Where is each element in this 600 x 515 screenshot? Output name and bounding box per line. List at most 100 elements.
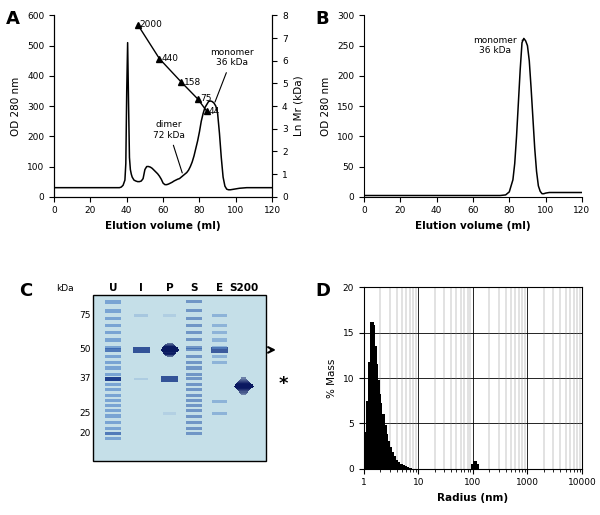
Text: 2000: 2000: [140, 20, 163, 29]
Y-axis label: % Mass: % Mass: [327, 358, 337, 398]
Bar: [105, 437, 121, 440]
X-axis label: Elution volume (ml): Elution volume (ml): [105, 221, 221, 231]
Text: 440: 440: [161, 54, 179, 63]
Bar: [407, 468, 412, 469]
Y-axis label: OD 280 nm: OD 280 nm: [321, 76, 331, 136]
Y-axis label: Ln Mr (kDa): Ln Mr (kDa): [293, 76, 303, 136]
Bar: [105, 310, 121, 313]
Text: S200: S200: [229, 283, 259, 293]
Bar: [166, 344, 174, 346]
Text: 158: 158: [184, 78, 201, 87]
Bar: [212, 314, 227, 317]
Bar: [164, 353, 175, 355]
Bar: [396, 462, 400, 469]
Bar: [212, 355, 227, 358]
Bar: [212, 338, 227, 341]
Bar: [105, 373, 121, 376]
Bar: [376, 380, 380, 469]
Bar: [373, 346, 377, 469]
Bar: [161, 349, 179, 350]
Text: 75: 75: [200, 94, 211, 104]
Bar: [133, 347, 149, 353]
Bar: [186, 367, 202, 370]
Bar: [186, 409, 202, 412]
Bar: [473, 461, 477, 469]
Bar: [186, 393, 202, 397]
Bar: [105, 355, 121, 358]
Bar: [161, 376, 178, 382]
Bar: [105, 432, 121, 435]
Bar: [105, 415, 121, 418]
Text: 37: 37: [80, 374, 91, 383]
Bar: [235, 384, 253, 386]
Bar: [374, 365, 379, 469]
Bar: [186, 331, 202, 334]
Bar: [166, 354, 174, 356]
Bar: [239, 391, 248, 392]
Bar: [237, 382, 250, 383]
Bar: [241, 377, 246, 379]
Text: 25: 25: [80, 409, 91, 418]
Bar: [378, 403, 382, 469]
X-axis label: Elution volume (ml): Elution volume (ml): [415, 221, 531, 231]
Bar: [186, 377, 202, 381]
Bar: [105, 393, 121, 397]
Bar: [212, 411, 227, 415]
Text: 44: 44: [209, 107, 220, 115]
Bar: [475, 464, 479, 469]
Text: kDa: kDa: [56, 284, 74, 293]
Bar: [236, 388, 251, 389]
Bar: [388, 447, 392, 469]
Bar: [105, 377, 121, 381]
Bar: [105, 348, 121, 352]
Bar: [470, 464, 475, 469]
Bar: [105, 399, 121, 402]
Bar: [392, 456, 396, 469]
Bar: [364, 433, 368, 469]
Bar: [398, 464, 403, 469]
Bar: [105, 409, 121, 413]
Bar: [212, 324, 227, 327]
Bar: [384, 434, 388, 469]
Bar: [105, 404, 121, 407]
Text: monomer
36 kDa: monomer 36 kDa: [211, 48, 254, 102]
Text: I: I: [139, 283, 143, 293]
Bar: [105, 421, 121, 424]
Bar: [186, 310, 202, 313]
Bar: [186, 421, 202, 424]
Bar: [105, 300, 121, 303]
Bar: [105, 346, 121, 349]
Bar: [368, 362, 372, 469]
Bar: [186, 399, 202, 402]
Text: A: A: [6, 10, 20, 28]
Bar: [366, 401, 370, 469]
Bar: [186, 383, 202, 386]
Bar: [105, 427, 121, 431]
Bar: [370, 322, 374, 469]
Bar: [401, 466, 405, 469]
Bar: [164, 345, 175, 347]
Bar: [167, 343, 173, 345]
Text: 75: 75: [80, 311, 91, 320]
Bar: [186, 373, 202, 376]
Bar: [186, 388, 202, 391]
X-axis label: Radius (nm): Radius (nm): [437, 493, 508, 503]
Bar: [93, 295, 266, 461]
Bar: [235, 387, 253, 388]
Bar: [186, 348, 202, 351]
Bar: [186, 355, 202, 358]
Bar: [234, 386, 254, 387]
Y-axis label: OD 280 nm: OD 280 nm: [11, 76, 22, 136]
Text: P: P: [166, 283, 173, 293]
Bar: [241, 379, 247, 380]
Bar: [186, 427, 202, 431]
Text: E: E: [216, 283, 223, 293]
Bar: [162, 351, 178, 352]
Text: *: *: [279, 375, 288, 393]
Bar: [105, 331, 121, 334]
Bar: [212, 346, 227, 349]
Bar: [386, 441, 390, 469]
Bar: [134, 314, 148, 317]
Bar: [212, 331, 227, 334]
Bar: [163, 346, 176, 348]
